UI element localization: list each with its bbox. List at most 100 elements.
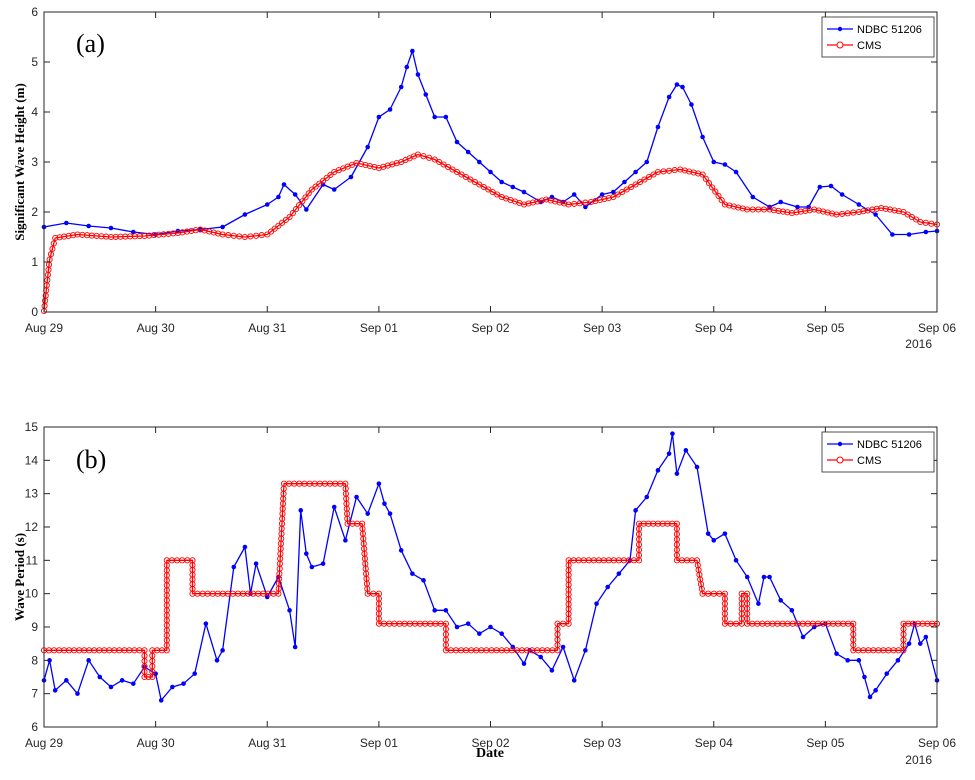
data-point-ndbc-51206-b	[705, 531, 711, 536]
data-point-cms-a	[666, 167, 673, 174]
data-point-ndbc-51206-a	[404, 64, 410, 70]
data-point-cms-a	[489, 188, 496, 196]
data-point-cms-a	[225, 232, 232, 239]
x-tick-label-b: Sep 06	[918, 736, 956, 750]
data-point-cms-a	[793, 209, 800, 216]
data-point-ndbc-51206-b	[666, 451, 672, 456]
data-point-cms-a	[494, 191, 501, 198]
data-point-cms-a	[619, 188, 626, 196]
data-point-cms-a	[323, 174, 330, 181]
data-point-cms-a	[869, 206, 876, 213]
data-point-ndbc-51206-a	[571, 192, 577, 197]
data-point-cms-a	[802, 207, 809, 214]
data-point-cms-a	[449, 166, 456, 173]
data-point-cms-a	[462, 173, 469, 181]
data-point-ndbc-51206-b	[376, 481, 382, 486]
data-point-cms-a	[440, 161, 447, 168]
data-point-cms-a	[628, 183, 635, 191]
data-point-ndbc-51206-a	[376, 114, 382, 120]
data-point-cms-a	[480, 183, 487, 191]
data-point-cms-a	[775, 207, 782, 214]
data-point-cms-a	[296, 202, 303, 209]
data-point-ndbc-51206-b	[421, 578, 426, 583]
data-point-cms-a	[605, 194, 612, 202]
data-point-cms-a	[241, 233, 248, 241]
data-point-cms-a	[384, 162, 391, 169]
data-point-ndbc-51206-a	[610, 189, 616, 195]
data-point-ndbc-51206-b	[354, 494, 359, 500]
data-point-ndbc-51206-a	[890, 232, 895, 237]
data-point-ndbc-51206-a	[499, 179, 504, 185]
data-point-cms-a	[141, 232, 148, 240]
data-point-cms-a	[174, 229, 181, 237]
data-point-ndbc-51206-a	[387, 107, 393, 112]
data-point-cms-a	[565, 201, 572, 208]
data-point-ndbc-51206-b	[52, 688, 58, 693]
data-point-ndbc-51206-a	[680, 84, 685, 90]
data-point-cms-a	[895, 208, 903, 215]
data-point-cms-a	[712, 188, 719, 195]
data-point-ndbc-51206-a	[666, 94, 672, 100]
data-point-cms-a	[183, 228, 190, 235]
data-point-ndbc-51206-b	[181, 681, 186, 686]
data-point-ndbc-51206-a	[410, 48, 415, 54]
data-point-cms-a	[824, 209, 831, 216]
y-tick-label-b: 8	[31, 653, 38, 667]
data-point-cms-a	[219, 231, 226, 238]
data-point-ndbc-51206-a	[276, 194, 281, 200]
data-point-cms-a	[654, 168, 661, 176]
data-point-cms-b	[669, 520, 676, 527]
data-point-cms-a	[864, 207, 871, 214]
data-point-ndbc-51206-b	[398, 548, 404, 553]
x-tick-label-a: Sep 06	[918, 321, 956, 335]
data-point-cms-a	[371, 163, 378, 171]
data-point-cms-a	[882, 205, 889, 212]
data-point-ndbc-51206-b	[343, 538, 348, 543]
data-point-ndbc-51206-b	[242, 544, 248, 550]
data-point-ndbc-51206-a	[365, 144, 371, 150]
data-point-cms-a	[192, 227, 199, 234]
data-point-ndbc-51206-b	[387, 511, 393, 516]
data-point-cms-a	[264, 231, 271, 238]
data-point-ndbc-51206-a	[454, 139, 460, 145]
y-tick-label-a: 4	[31, 105, 38, 119]
data-point-ndbc-51206-a	[131, 229, 136, 235]
data-point-ndbc-51206-b	[767, 574, 772, 580]
data-point-ndbc-51206-b	[895, 658, 901, 663]
data-point-ndbc-51206-b	[203, 621, 209, 626]
data-point-ndbc-51206-b	[744, 574, 750, 580]
data-point-ndbc-51206-b	[756, 601, 761, 606]
data-point-ndbc-51206-a	[331, 187, 337, 192]
legend-label-ndbc-a: NDBC 51206	[857, 24, 922, 36]
data-point-ndbc-51206-b	[845, 658, 850, 663]
data-point-ndbc-51206-b	[778, 598, 784, 603]
data-point-cms-a	[426, 154, 433, 161]
data-point-cms-a	[393, 160, 400, 167]
y-tick-label-b: 11	[26, 553, 39, 567]
data-point-ndbc-51206-a	[465, 149, 471, 155]
data-point-cms-a	[686, 168, 693, 175]
data-point-cms-a	[797, 208, 804, 215]
legend-box-b	[821, 431, 935, 473]
data-point-ndbc-51206-b	[454, 624, 460, 630]
data-point-cms-a	[366, 162, 373, 170]
data-point-ndbc-51206-b	[571, 678, 577, 683]
y-tick-label-a: 3	[31, 155, 38, 169]
data-point-cms-b	[914, 620, 921, 627]
data-point-cms-a	[702, 175, 709, 182]
data-point-ndbc-51206-b	[97, 674, 103, 680]
data-point-cms-a	[170, 230, 177, 237]
data-point-cms-a	[299, 198, 306, 205]
data-point-ndbc-51206-a	[398, 84, 404, 90]
x-tick-label-b: Aug 30	[137, 736, 175, 750]
data-point-ndbc-51206-b	[884, 671, 890, 676]
data-point-ndbc-51206-a	[64, 220, 69, 226]
data-point-cms-a	[305, 190, 312, 197]
data-point-cms-a	[529, 199, 536, 206]
data-point-cms-b	[141, 673, 148, 681]
data-point-cms-a	[215, 230, 222, 237]
data-point-cms-b	[145, 673, 152, 681]
data-point-ndbc-51206-b	[862, 674, 867, 680]
legend-label-cms-b: CMS	[857, 455, 881, 467]
data-point-cms-a	[730, 203, 737, 210]
